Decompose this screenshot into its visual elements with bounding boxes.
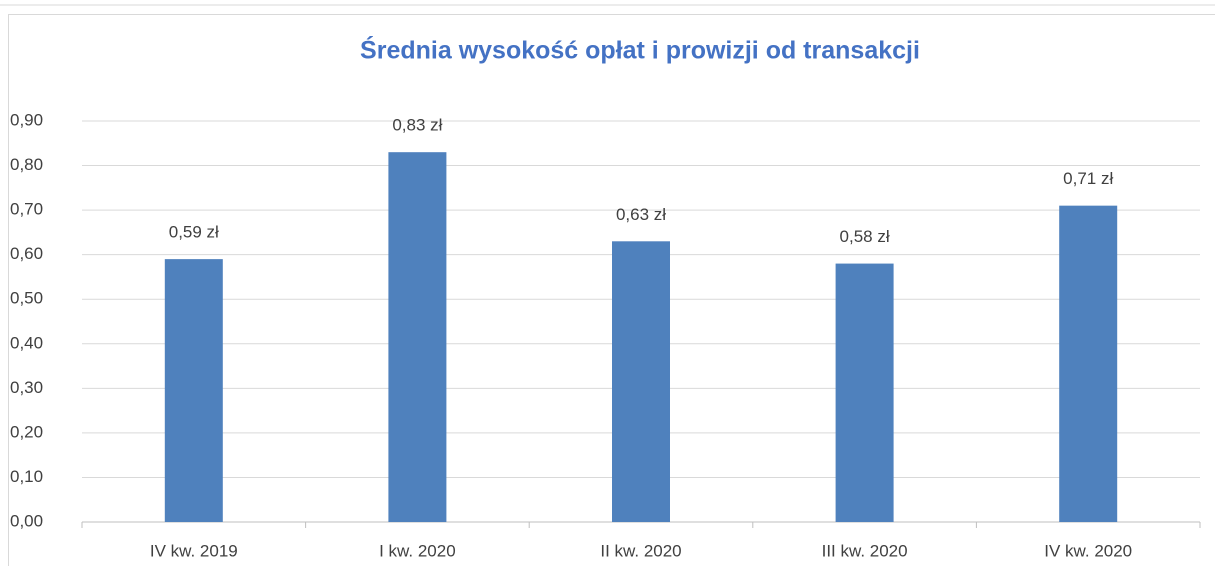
y-tick-label: 0,60 <box>10 244 43 263</box>
x-tick-label: I kw. 2020 <box>379 541 456 560</box>
bar <box>1059 206 1117 522</box>
y-tick-label: 0,30 <box>10 378 43 397</box>
y-tick-label: 0,50 <box>10 289 43 308</box>
bar <box>612 241 670 522</box>
x-tick-label: IV kw. 2019 <box>150 541 238 560</box>
data-label: 0,83 zł <box>392 116 442 135</box>
data-label: 0,58 zł <box>840 227 890 246</box>
y-tick-label: 0,10 <box>10 467 43 486</box>
x-tick-label: II kw. 2020 <box>600 541 681 560</box>
y-tick-label: 0,20 <box>10 422 43 441</box>
y-tick-label: 0,90 <box>10 110 43 129</box>
data-label: 0,59 zł <box>169 223 219 242</box>
data-label: 0,63 zł <box>616 205 666 224</box>
chart-title: Średnia wysokość opłat i prowizji od tra… <box>360 35 920 65</box>
bar <box>836 264 894 522</box>
y-tick-label: 0,40 <box>10 333 43 352</box>
y-tick-label: 0,00 <box>10 511 43 530</box>
y-tick-label: 0,80 <box>10 155 43 174</box>
bar <box>388 152 446 522</box>
bar <box>165 259 223 522</box>
y-tick-label: 0,70 <box>10 200 43 219</box>
x-tick-label: III kw. 2020 <box>822 541 908 560</box>
data-label: 0,71 zł <box>1063 169 1113 188</box>
x-tick-label: IV kw. 2020 <box>1044 541 1132 560</box>
